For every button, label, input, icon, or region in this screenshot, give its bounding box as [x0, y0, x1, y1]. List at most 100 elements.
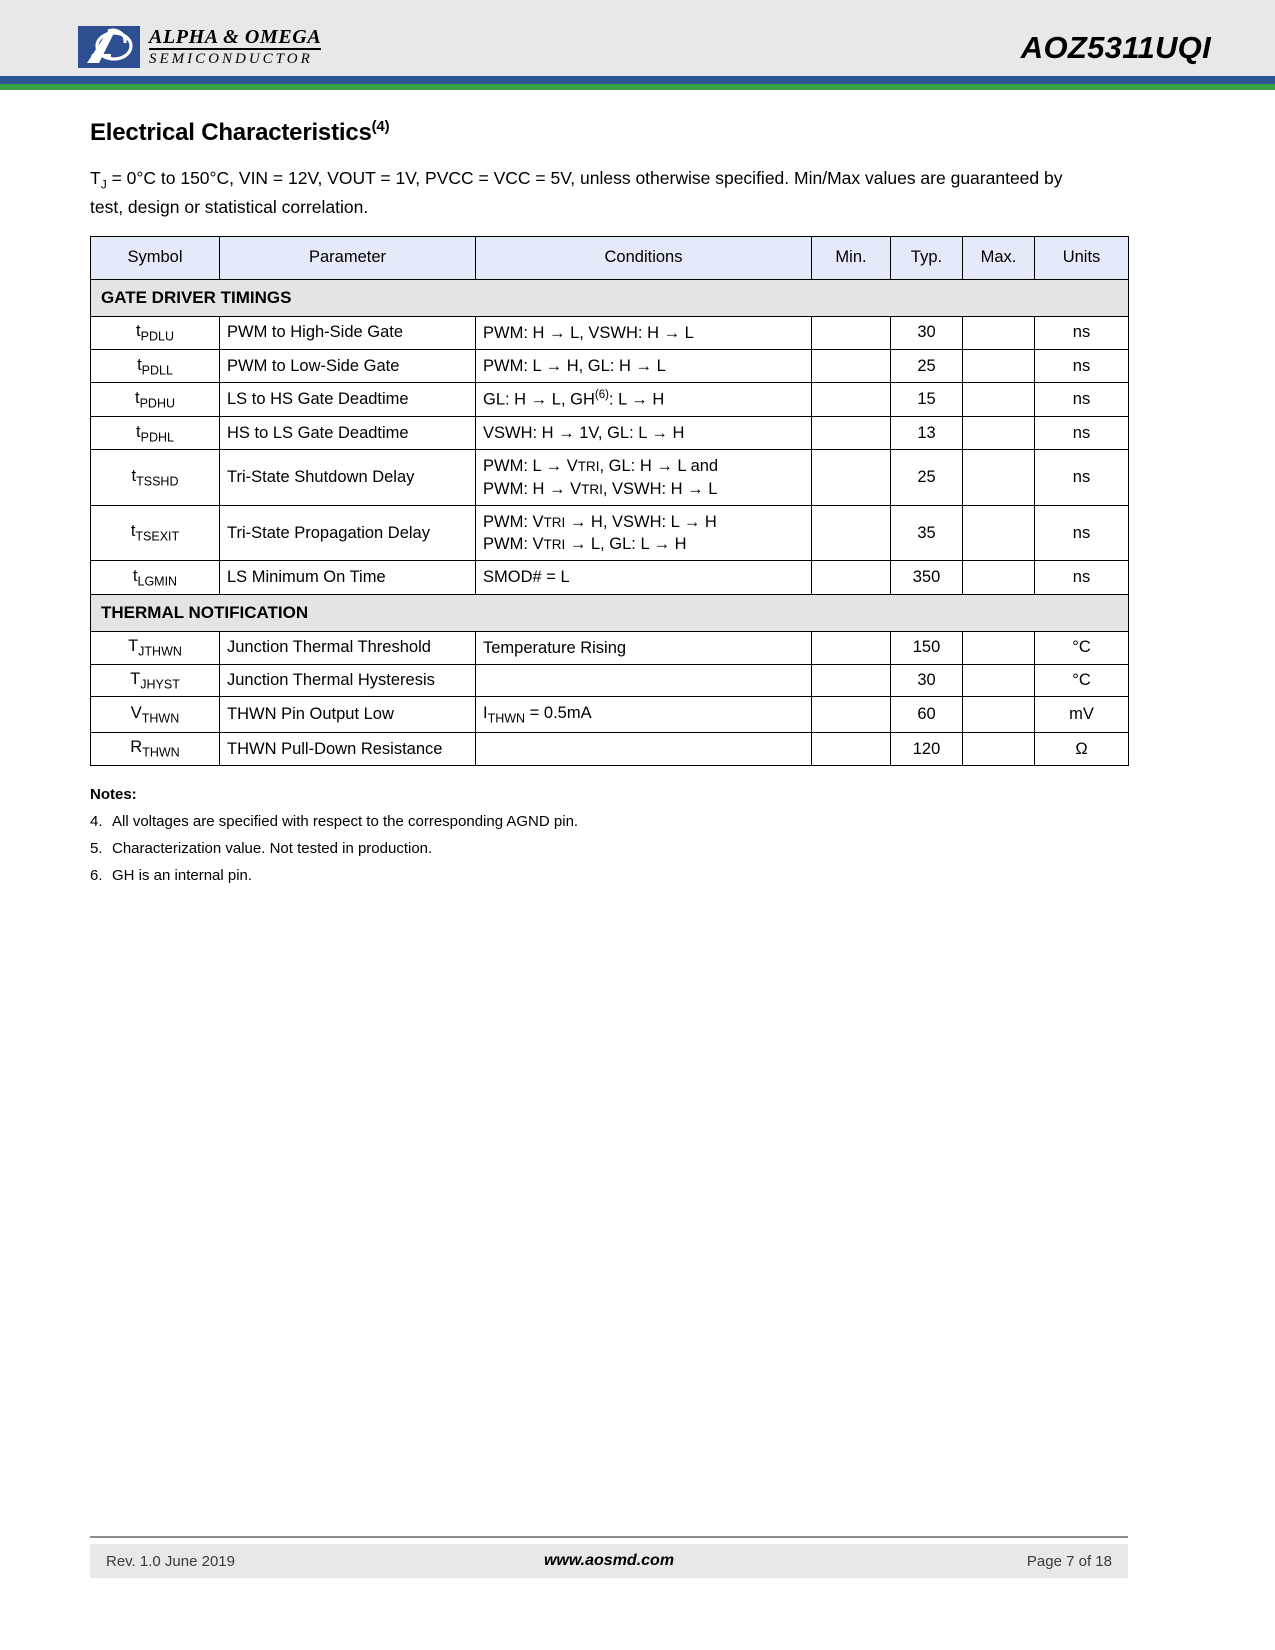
header-rule-blue	[0, 76, 1275, 84]
table-row: tLGMIN LS Minimum On Time SMOD# = L 350 ns	[90, 560, 1129, 595]
note-number: 5.	[90, 839, 103, 857]
cell-typ: 30	[890, 315, 963, 351]
cell-parameter: Junction Thermal Hysteresis	[219, 663, 476, 698]
cell-units: ns	[1034, 504, 1129, 562]
cell-parameter: PWM to Low-Side Gate	[219, 349, 476, 384]
cell-conditions	[475, 663, 812, 698]
cell-units: °C	[1034, 630, 1129, 665]
cell-typ: 25	[890, 349, 963, 384]
cell-parameter: LS to HS Gate Deadtime	[219, 382, 476, 418]
cell-typ: 120	[890, 732, 963, 766]
intro-body: = 0°C to 150°C, VIN = 12V, VOUT = 1V, PV…	[90, 168, 1063, 217]
table-section-row: THERMAL NOTIFICATION	[90, 593, 1129, 632]
cell-units: ns	[1034, 315, 1129, 351]
cell-symbol: tPDLU	[90, 315, 220, 351]
cell-max	[962, 349, 1035, 384]
header-rule-green	[0, 84, 1275, 90]
cell-max	[962, 630, 1035, 665]
notes-list: 4. All voltages are specified with respec…	[90, 813, 1128, 884]
table-body: GATE DRIVER TIMINGS tPDLU PWM to High-Side…	[90, 278, 1129, 766]
page-title: Electrical Characteristics(4)	[90, 118, 1128, 147]
cell-parameter: THWN Pin Output Low	[219, 696, 476, 734]
note-number: 6.	[90, 866, 103, 884]
company-logo: ALPHA & OMEGA SEMICONDUCTOR	[78, 26, 322, 68]
cell-units: Ω	[1034, 732, 1129, 766]
table-section-label: GATE DRIVER TIMINGS	[90, 278, 1129, 317]
cell-min	[811, 663, 891, 698]
alpha-omega-logo-icon	[78, 26, 140, 68]
cell-parameter: Tri-State Propagation Delay	[219, 504, 476, 562]
table-row: TJTHWN Junction Thermal Threshold Temperat…	[90, 630, 1129, 665]
intro-symbol-subscript: J	[100, 177, 107, 192]
page-header: ALPHA & OMEGA SEMICONDUCTOR AOZ5311UQI	[0, 0, 1275, 76]
note-number: 4.	[90, 812, 103, 830]
cell-min	[811, 416, 891, 451]
cell-conditions: VSWH: H → 1V, GL: L → H	[475, 416, 812, 451]
cell-min	[811, 504, 891, 562]
table-section-row: GATE DRIVER TIMINGS	[90, 278, 1129, 317]
test-conditions-paragraph: TJ = 0°C to 150°C, VIN = 12V, VOUT = 1V,…	[90, 165, 1080, 220]
cell-min	[811, 315, 891, 351]
footer-revision: Rev. 1.0 June 2019	[106, 1552, 235, 1570]
cell-typ: 30	[890, 663, 963, 698]
cell-parameter: HS to LS Gate Deadtime	[219, 416, 476, 451]
cell-symbol: tTSSHD	[90, 449, 220, 506]
column-header-max: Max.	[962, 235, 1035, 280]
cell-max	[962, 382, 1035, 418]
cell-min	[811, 696, 891, 734]
logo-company-name: ALPHA & OMEGA	[149, 26, 322, 50]
cell-symbol: tPDHL	[90, 416, 220, 451]
cell-min	[811, 630, 891, 665]
cell-parameter: LS Minimum On Time	[219, 560, 476, 595]
cell-conditions: Temperature Rising	[475, 630, 812, 665]
cell-conditions: PWM: L → VTRI, GL: H → L and PWM: H → VTR…	[475, 449, 812, 506]
cell-symbol: TJTHWN	[90, 630, 220, 665]
cell-units: ns	[1034, 560, 1129, 595]
note-text: All voltages are specified with respect …	[112, 812, 579, 830]
cell-typ: 25	[890, 449, 963, 506]
page-footer: Rev. 1.0 June 2019 www.aosmd.com Page 7 …	[90, 1544, 1128, 1578]
cell-min	[811, 560, 891, 595]
cell-typ: 13	[890, 416, 963, 451]
table-row: tPDLU PWM to High-Side Gate PWM: H → L, VS…	[90, 315, 1129, 351]
column-header-conditions: Conditions	[475, 235, 812, 280]
cell-symbol: tLGMIN	[90, 560, 220, 595]
page-content: Electrical Characteristics(4) TJ = 0°C t…	[90, 118, 1129, 894]
cell-min	[811, 732, 891, 766]
cell-units: ns	[1034, 416, 1129, 451]
cell-max	[962, 315, 1035, 351]
logo-company-tagline: SEMICONDUCTOR	[149, 51, 313, 67]
electrical-characteristics-table: Symbol Parameter Conditions Min. Typ. Ma…	[90, 235, 1129, 766]
cell-conditions: PWM: L → H, GL: H → L	[475, 349, 812, 384]
cell-min	[811, 449, 891, 506]
page-title-footnote-ref: (4)	[371, 118, 390, 135]
cell-max	[962, 560, 1035, 595]
cell-parameter: Tri-State Shutdown Delay	[219, 449, 476, 506]
cell-conditions: SMOD# = L	[475, 560, 812, 595]
table-row: tPDHU LS to HS Gate Deadtime GL: H → L, GH…	[90, 382, 1129, 418]
cell-conditions	[475, 732, 812, 766]
cell-symbol: VTHWN	[90, 696, 220, 734]
cell-max	[962, 416, 1035, 451]
cell-min	[811, 349, 891, 384]
cell-units: ns	[1034, 449, 1129, 506]
footer-website[interactable]: www.aosmd.com	[543, 1552, 675, 1569]
intro-symbol: T	[90, 168, 101, 188]
column-header-symbol: Symbol	[90, 235, 220, 280]
cell-symbol: TJHYST	[90, 663, 220, 698]
cell-symbol: tTSEXIT	[90, 504, 220, 562]
cell-conditions: PWM: H → L, VSWH: H → L	[475, 315, 812, 351]
cell-symbol: RTHWN	[90, 732, 220, 766]
cell-units: °C	[1034, 663, 1129, 698]
cell-typ: 35	[890, 504, 963, 562]
cell-parameter: Junction Thermal Threshold	[219, 630, 476, 665]
note-text: GH is an internal pin.	[112, 866, 253, 884]
cell-typ: 150	[890, 630, 963, 665]
table-row: tTSEXIT Tri-State Propagation Delay PWM: V…	[90, 504, 1129, 562]
note-text: Characterization value. Not tested in pr…	[112, 839, 433, 857]
table-row: TJHYST Junction Thermal Hysteresis 30 °C	[90, 663, 1129, 698]
note-item: 5. Characterization value. Not tested in …	[90, 840, 1128, 857]
column-header-parameter: Parameter	[219, 235, 476, 280]
cell-max	[962, 696, 1035, 734]
footer-page-number: Page 7 of 18	[1026, 1552, 1112, 1570]
